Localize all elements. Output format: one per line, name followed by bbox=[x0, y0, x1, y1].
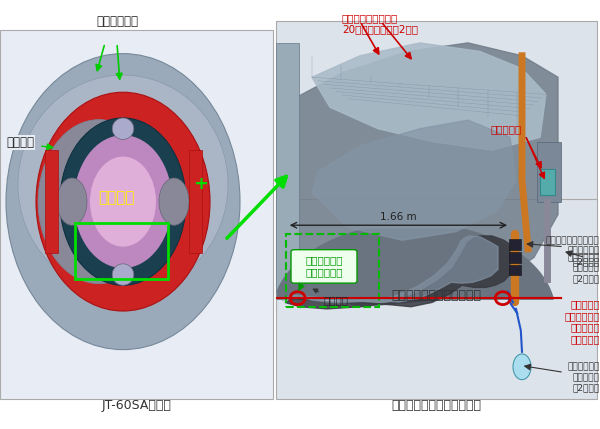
Ellipse shape bbox=[112, 118, 134, 139]
Text: ダイバータカセット側面図: ダイバータカセット側面図 bbox=[391, 399, 481, 412]
Ellipse shape bbox=[38, 120, 160, 284]
Ellipse shape bbox=[74, 135, 172, 268]
Text: プラズマ: プラズマ bbox=[99, 190, 135, 205]
FancyBboxPatch shape bbox=[291, 250, 357, 283]
Ellipse shape bbox=[60, 118, 186, 285]
Ellipse shape bbox=[513, 354, 531, 380]
Polygon shape bbox=[312, 120, 516, 240]
Bar bbox=[540, 169, 555, 195]
Ellipse shape bbox=[18, 75, 228, 294]
Polygon shape bbox=[282, 43, 558, 307]
Bar bbox=[276, 21, 597, 313]
Bar bbox=[509, 265, 521, 275]
Ellipse shape bbox=[6, 54, 240, 350]
Bar bbox=[45, 150, 58, 253]
Ellipse shape bbox=[36, 92, 210, 311]
Text: 配管接続部
（狭隘なため
外側からの
溶接不可）: 配管接続部 （狭隘なため 外側からの 溶接不可） bbox=[564, 299, 599, 344]
Text: 真空容器側の
冷却水配管
（2系統）: 真空容器側の 冷却水配管 （2系統） bbox=[567, 363, 599, 393]
Polygon shape bbox=[282, 236, 498, 303]
Bar bbox=[537, 142, 561, 202]
Bar bbox=[276, 43, 299, 292]
Bar bbox=[189, 150, 202, 253]
Bar bbox=[509, 239, 521, 250]
Text: 真空容器側の
冷却水配管
（2系統）: 真空容器側の 冷却水配管 （2系統） bbox=[567, 253, 599, 283]
Text: ダイバータカセット側
の冷却水配管
（2系統）: ダイバータカセット側 の冷却水配管 （2系統） bbox=[545, 236, 599, 266]
Polygon shape bbox=[277, 230, 553, 299]
Text: 超伝導コイル: 超伝導コイル bbox=[96, 15, 138, 28]
Ellipse shape bbox=[159, 178, 189, 225]
Text: ダイバータ板
（定期交換）: ダイバータ板 （定期交換） bbox=[306, 255, 343, 277]
Text: ダイバータカセット
20度分（カセット2個）: ダイバータカセット 20度分（カセット2個） bbox=[342, 13, 418, 34]
Bar bbox=[0, 30, 273, 399]
Bar bbox=[509, 252, 521, 263]
Polygon shape bbox=[312, 43, 546, 150]
Text: 真空容器: 真空容器 bbox=[6, 136, 34, 149]
Ellipse shape bbox=[112, 264, 134, 285]
Text: +: + bbox=[193, 175, 209, 193]
Ellipse shape bbox=[57, 178, 87, 225]
Text: ダイバータカセット鳥観図: ダイバータカセット鳥観図 bbox=[391, 290, 481, 302]
Bar bbox=[276, 199, 597, 399]
Bar bbox=[286, 234, 379, 307]
Ellipse shape bbox=[90, 157, 156, 247]
Polygon shape bbox=[285, 236, 510, 309]
Text: 真空容器: 真空容器 bbox=[313, 289, 349, 305]
Text: 配管接続部: 配管接続部 bbox=[491, 124, 522, 134]
Bar bbox=[75, 223, 168, 279]
Text: JT-60SA鳥瞰図: JT-60SA鳥瞰図 bbox=[102, 399, 172, 412]
Text: 1.66 m: 1.66 m bbox=[380, 212, 417, 222]
